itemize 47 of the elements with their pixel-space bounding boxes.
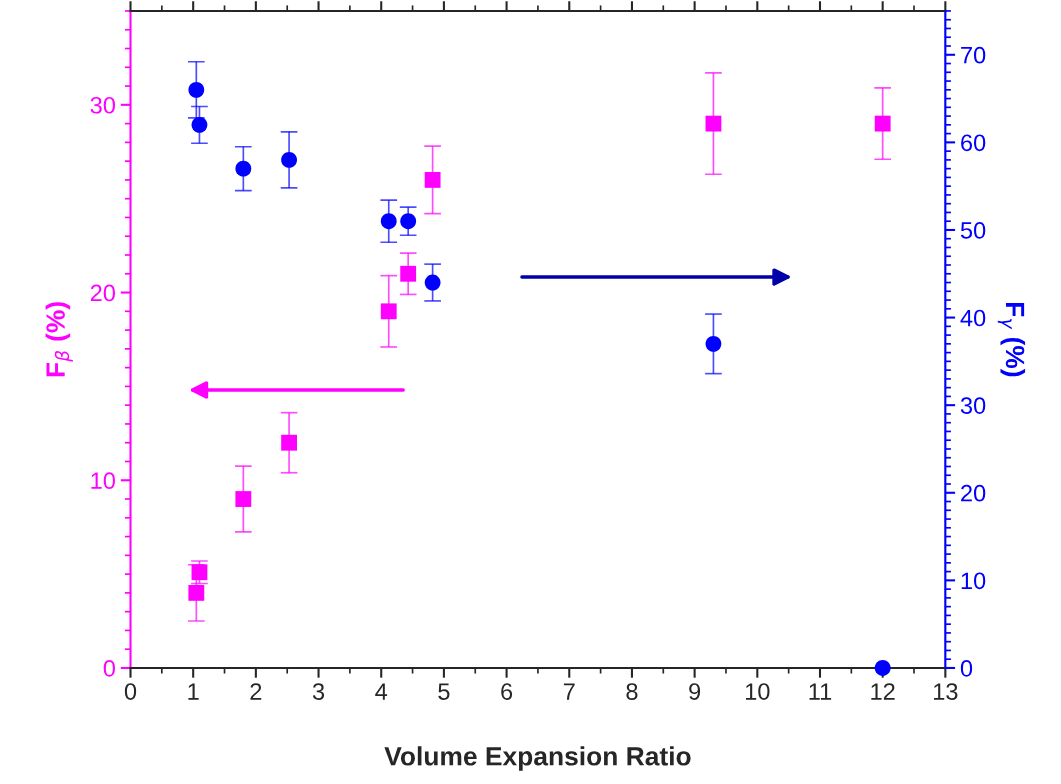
x-tick-label: 7 (563, 683, 575, 700)
x-tick-label: 6 (501, 683, 513, 700)
x-tick-label: 1 (188, 683, 199, 700)
y2-tick-label: 20 (961, 484, 986, 502)
y2-tick-label: 40 (960, 309, 986, 327)
x-tick-label: 11 (809, 683, 832, 700)
point (380, 303, 397, 320)
point (424, 274, 441, 291)
point (188, 584, 205, 601)
x-tick-label: 13 (934, 683, 958, 700)
y-tick-label: 10 (91, 472, 115, 490)
y2-tick-label: 0 (960, 660, 973, 677)
y-axis-title: F$_{β}$ (%) (45, 302, 73, 377)
x-tick-label: 12 (871, 683, 895, 700)
point (191, 116, 208, 133)
x-tick-label: 10 (745, 683, 770, 700)
x-tick-label: 0 (124, 683, 137, 700)
x-tick-label: 4 (375, 683, 388, 700)
point (705, 115, 722, 132)
y-tick-label: 30 (90, 96, 115, 114)
point (400, 213, 417, 230)
point (191, 564, 208, 581)
y2-axis-title: F$_{γ}$ (%) (997, 302, 1026, 377)
y2-tick-label: 10 (961, 572, 986, 590)
y2-tick-label: 30 (960, 397, 986, 414)
point (874, 115, 891, 132)
y-tick-label: 0 (103, 660, 115, 677)
x-tick-label: 3 (312, 683, 325, 700)
x-tick-label: 8 (626, 683, 638, 700)
y2-tick-label: 60 (961, 134, 986, 152)
x-tick-label: 5 (438, 683, 450, 700)
y2-tick-label: 50 (960, 222, 986, 239)
x-tick-label: 9 (689, 683, 701, 700)
point (424, 172, 441, 188)
point (188, 81, 205, 98)
point (235, 160, 252, 177)
y2-tick-label: 70 (961, 46, 986, 64)
point (235, 491, 252, 507)
point (400, 265, 417, 282)
point (281, 434, 297, 451)
point (281, 151, 297, 168)
x-tick-label: 2 (250, 683, 262, 700)
point (380, 213, 397, 230)
y-tick-label: 20 (90, 284, 115, 302)
point (705, 335, 722, 352)
point (874, 660, 891, 676)
x-axis-title: Volume Expansion Ratio (384, 746, 691, 771)
